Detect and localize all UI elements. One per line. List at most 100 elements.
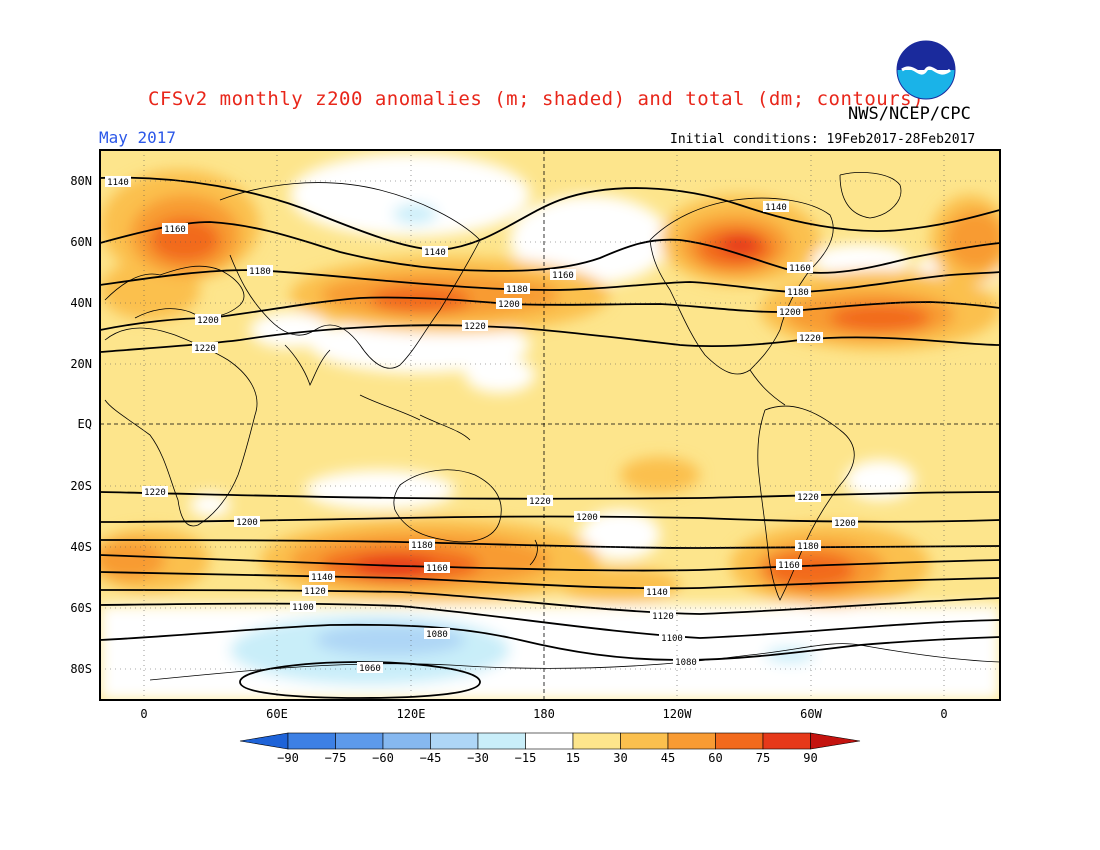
colorbar: −90 −75 −60 −45 −30 −15 15 30 45 60 75 90: [239, 732, 861, 765]
lon-label: 180: [533, 707, 555, 721]
colorbar-bin: [715, 732, 764, 750]
contour-label: 1100: [659, 632, 685, 644]
svg-text:1180: 1180: [411, 541, 433, 551]
noaa-logo-icon: [896, 40, 956, 100]
svg-text:1200: 1200: [236, 518, 258, 528]
contour-1120-sh: [100, 589, 1000, 615]
svg-text:1220: 1220: [464, 322, 486, 332]
contour-label: 1140: [644, 586, 670, 598]
contour-label: 1080: [424, 628, 450, 640]
svg-text:1180: 1180: [249, 267, 271, 277]
colorbar-bin: [525, 732, 574, 750]
colorbar-bin: [477, 732, 526, 750]
svg-text:1220: 1220: [529, 497, 551, 507]
colorbar-bin: [620, 732, 669, 750]
colorbar-bin: [382, 732, 431, 750]
colorbar-bin: [762, 732, 811, 750]
contour-label: 1200: [195, 314, 221, 326]
contour-label: 1180: [409, 539, 435, 551]
lon-label: 120W: [663, 707, 693, 721]
svg-text:1140: 1140: [646, 588, 668, 598]
contour-label: 1200: [574, 511, 600, 523]
colorbar-tick-label: −75: [325, 751, 347, 765]
svg-text:1140: 1140: [765, 203, 787, 213]
svg-text:1200: 1200: [834, 519, 856, 529]
contour-1100-sh: [100, 602, 1000, 639]
svg-text:1140: 1140: [107, 178, 129, 188]
svg-text:1140: 1140: [424, 248, 446, 258]
forecast-period: May 2017: [99, 128, 177, 147]
contour-label: 1060: [357, 662, 383, 674]
contour-label: 1100: [290, 601, 316, 613]
contour-label: 1160: [424, 562, 450, 574]
contour-label: 1200: [832, 517, 858, 529]
contour-label: 1140: [763, 201, 789, 213]
colorbar-tick-label: 15: [566, 751, 580, 765]
contour-1160-sh: [100, 554, 1000, 572]
contour-label: 1140: [309, 571, 335, 583]
contour-label: 1220: [795, 491, 821, 503]
longitude-labels: 0 60E 120E 180 120W 60W 0: [140, 707, 947, 721]
lat-label: 40N: [70, 296, 92, 310]
svg-text:1220: 1220: [194, 344, 216, 354]
svg-text:1160: 1160: [164, 225, 186, 235]
svg-text:1200: 1200: [197, 316, 219, 326]
contour-label: 1220: [527, 495, 553, 507]
svg-text:1160: 1160: [789, 264, 811, 274]
svg-text:1120: 1120: [652, 612, 674, 622]
lon-label: 120E: [397, 707, 426, 721]
contour-label: 1160: [776, 559, 802, 571]
lon-label: 60W: [800, 707, 822, 721]
contour-label: 1180: [785, 286, 811, 298]
contour-1160-nh: [100, 221, 1000, 274]
contour-label: 1220: [142, 486, 168, 498]
contour-label: 1180: [795, 540, 821, 552]
contour-1140-sh: [100, 571, 1000, 590]
svg-text:1160: 1160: [426, 564, 448, 574]
extreme-positive-regions: [355, 235, 760, 577]
svg-text:1080: 1080: [675, 658, 697, 668]
svg-text:1080: 1080: [426, 630, 448, 640]
svg-text:1220: 1220: [797, 493, 819, 503]
colorbar-arrow-low: [239, 732, 289, 750]
colorbar-tick-label: −60: [372, 751, 394, 765]
contour-label: 1220: [462, 320, 488, 332]
svg-text:1100: 1100: [661, 634, 683, 644]
svg-text:1200: 1200: [779, 308, 801, 318]
colorbar-bin: [430, 732, 479, 750]
lon-label: 0: [140, 707, 147, 721]
contour-label: 1180: [247, 265, 273, 277]
initial-conditions: Initial conditions: 19Feb2017-28Feb2017: [670, 132, 976, 147]
lon-label: 0: [940, 707, 947, 721]
contour-labels: 1140 1160 1180 1200 1220 1140 1160 1180 1200 1220…: [105, 176, 858, 674]
svg-text:1180: 1180: [797, 542, 819, 552]
lat-label: 60N: [70, 235, 92, 249]
svg-text:1160: 1160: [778, 561, 800, 571]
graticule: [100, 150, 1000, 700]
lat-label: 80S: [70, 662, 92, 676]
contour-label: 1200: [496, 298, 522, 310]
agency-label: NWS/NCEP/CPC: [848, 104, 971, 124]
contour-label: 1120: [650, 610, 676, 622]
contour-label: 1140: [105, 176, 131, 188]
colorbar-tick-label: 90: [803, 751, 817, 765]
svg-text:1200: 1200: [498, 300, 520, 310]
svg-text:1120: 1120: [304, 587, 326, 597]
contour-label: 1220: [192, 342, 218, 354]
contour-label: 1180: [504, 283, 530, 295]
contour-1220-nh: [100, 324, 1000, 353]
contour-1200-nh: [100, 296, 1000, 331]
svg-text:1200: 1200: [576, 513, 598, 523]
chart-title: CFSv2 monthly z200 anomalies (m; shaded)…: [148, 88, 925, 110]
contour-1080-sh: [100, 623, 1000, 661]
contour-label: 1220: [797, 332, 823, 344]
colorbar-bin: [287, 732, 336, 750]
coastlines: [104, 172, 1000, 681]
lat-label: 20S: [70, 479, 92, 493]
contour-label: 1200: [777, 306, 803, 318]
colorbar-arrow-high: [810, 732, 861, 750]
contour-label: 1200: [234, 516, 260, 528]
colorbar-tick-label: −45: [420, 751, 442, 765]
colorbar-bin: [335, 732, 384, 750]
contour-1060-sh: [239, 661, 481, 699]
